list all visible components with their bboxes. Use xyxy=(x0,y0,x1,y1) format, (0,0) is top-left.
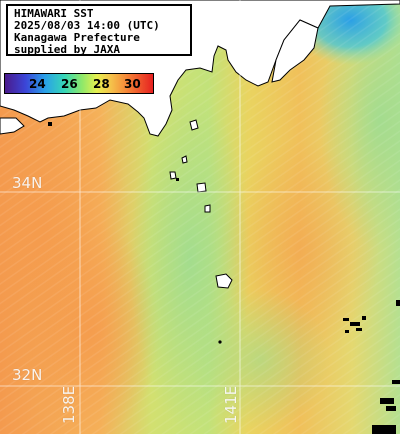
lon-label-141e: 141E xyxy=(222,385,240,424)
land-shizuoka-tip xyxy=(0,117,25,135)
island-niijima xyxy=(169,171,177,180)
title-timestamp: 2025/08/03 14:00 (UTC) xyxy=(14,19,160,32)
colorbar-tick-28: 28 xyxy=(93,77,110,91)
island-oshima xyxy=(189,119,199,131)
island-hachijo xyxy=(215,273,233,289)
lat-label-32n: 32N xyxy=(12,366,43,384)
island-kozushima xyxy=(196,182,207,193)
title-product: HIMAWARI SST xyxy=(14,7,94,20)
colorbar-tick-24: 24 xyxy=(29,77,46,91)
colorbar-tick-30: 30 xyxy=(124,77,141,91)
island-miyake xyxy=(204,204,211,213)
cloud-mask xyxy=(48,122,400,434)
title-source: supplied by JAXA xyxy=(14,43,120,56)
colorbar: 24 26 28 30 xyxy=(4,73,154,94)
lon-label-138e: 138E xyxy=(60,385,78,424)
title-region: Kanagawa Prefecture xyxy=(14,31,140,44)
island-small xyxy=(218,340,222,344)
title-box: HIMAWARI SST 2025/08/03 14:00 (UTC) Kana… xyxy=(6,4,192,56)
lat-label-34n: 34N xyxy=(12,174,43,192)
island-toshima xyxy=(181,155,188,164)
colorbar-ramp xyxy=(5,74,153,93)
colorbar-tick-26: 26 xyxy=(61,77,78,91)
land-boso xyxy=(271,19,319,83)
